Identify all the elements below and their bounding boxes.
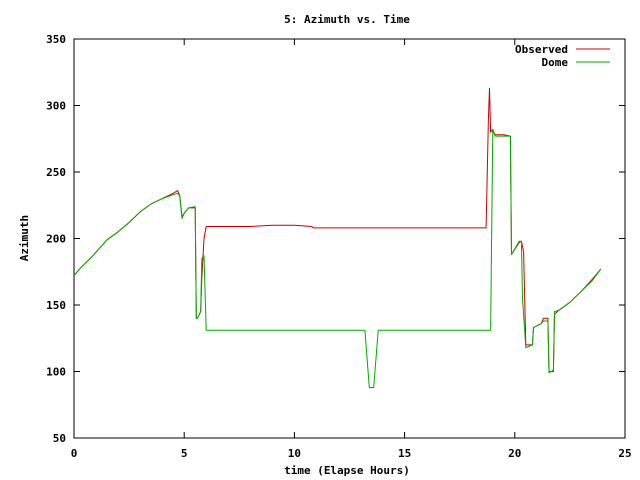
x-axis-label: time (Elapse Hours) (284, 464, 410, 477)
y-tick-label: 200 (46, 233, 66, 246)
x-tick-label: 25 (618, 447, 631, 460)
y-tick-label: 50 (53, 432, 66, 445)
x-tick-label: 15 (398, 447, 411, 460)
series-line-dome (73, 128, 602, 388)
y-tick-label: 250 (46, 166, 66, 179)
y-axis-label: Azimuth (18, 215, 31, 261)
legend-label-dome: Dome (542, 56, 569, 69)
y-tick-label: 300 (46, 100, 66, 113)
series-line-observed (73, 87, 602, 372)
x-tick-label: 20 (508, 447, 521, 460)
axes: 0 5 10 15 20 25 50 100 150 200 250 300 350 (46, 33, 632, 460)
y-tick-label: 350 (46, 33, 66, 46)
x-tick-label: 10 (288, 447, 301, 460)
y-tick-label: 100 (46, 366, 66, 379)
y-tick-label: 150 (46, 299, 66, 312)
chart-title: 5: Azimuth vs. Time (284, 13, 410, 26)
legend-label-observed: Observed (515, 43, 568, 56)
x-tick-label: 0 (71, 447, 78, 460)
series-group (73, 87, 602, 388)
x-tick-label: 5 (181, 447, 188, 460)
